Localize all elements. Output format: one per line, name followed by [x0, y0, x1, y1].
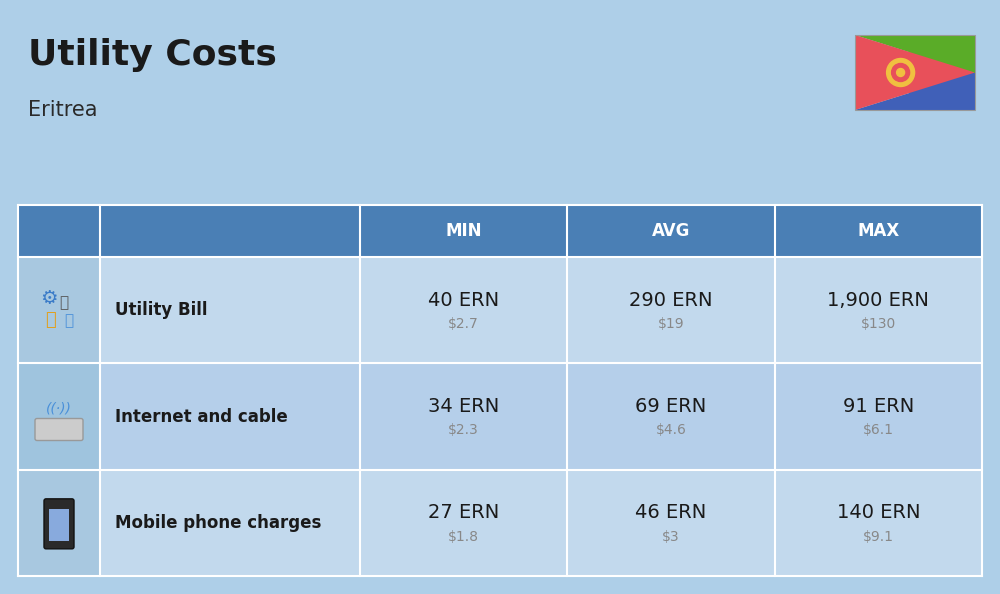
Circle shape	[892, 64, 910, 81]
Text: Mobile phone charges: Mobile phone charges	[115, 514, 321, 532]
Polygon shape	[855, 35, 975, 72]
Text: $2.7: $2.7	[448, 317, 479, 331]
Text: 👤: 👤	[59, 295, 69, 309]
Text: $6.1: $6.1	[863, 424, 894, 438]
FancyBboxPatch shape	[18, 257, 100, 364]
Text: MAX: MAX	[857, 222, 899, 240]
Text: Eritrea: Eritrea	[28, 100, 98, 120]
Circle shape	[897, 68, 905, 77]
FancyBboxPatch shape	[44, 499, 74, 549]
Polygon shape	[855, 72, 975, 110]
FancyBboxPatch shape	[100, 364, 982, 470]
Polygon shape	[909, 72, 975, 110]
Circle shape	[887, 58, 915, 87]
Text: 34 ERN: 34 ERN	[428, 397, 499, 416]
FancyBboxPatch shape	[18, 205, 982, 257]
Text: 46 ERN: 46 ERN	[635, 503, 707, 522]
Text: 69 ERN: 69 ERN	[635, 397, 707, 416]
FancyBboxPatch shape	[35, 419, 83, 441]
Text: $19: $19	[658, 317, 684, 331]
Text: MIN: MIN	[445, 222, 482, 240]
Text: Utility Bill: Utility Bill	[115, 301, 208, 319]
FancyBboxPatch shape	[100, 257, 982, 364]
FancyBboxPatch shape	[18, 205, 360, 257]
FancyBboxPatch shape	[18, 470, 100, 576]
Text: $1.8: $1.8	[448, 530, 479, 544]
Text: $3: $3	[662, 530, 680, 544]
Text: 140 ERN: 140 ERN	[837, 503, 920, 522]
FancyBboxPatch shape	[18, 364, 100, 470]
FancyBboxPatch shape	[100, 470, 982, 576]
Text: AVG: AVG	[652, 222, 690, 240]
Text: ⚙: ⚙	[40, 289, 58, 308]
Text: $4.6: $4.6	[656, 424, 686, 438]
Text: 📦: 📦	[64, 312, 74, 328]
Text: 40 ERN: 40 ERN	[428, 290, 499, 309]
Polygon shape	[909, 35, 975, 72]
Text: Internet and cable: Internet and cable	[115, 407, 288, 425]
Text: 27 ERN: 27 ERN	[428, 503, 499, 522]
Polygon shape	[855, 35, 975, 110]
Text: 290 ERN: 290 ERN	[629, 290, 713, 309]
Text: $9.1: $9.1	[863, 530, 894, 544]
Text: 1,900 ERN: 1,900 ERN	[827, 290, 929, 309]
Text: ((·)): ((·))	[46, 402, 72, 415]
Text: 🔌: 🔌	[46, 311, 56, 329]
Text: $2.3: $2.3	[448, 424, 479, 438]
Text: 91 ERN: 91 ERN	[843, 397, 914, 416]
Text: $130: $130	[861, 317, 896, 331]
Polygon shape	[915, 35, 975, 72]
FancyBboxPatch shape	[49, 509, 69, 541]
Text: Utility Costs: Utility Costs	[28, 38, 277, 72]
